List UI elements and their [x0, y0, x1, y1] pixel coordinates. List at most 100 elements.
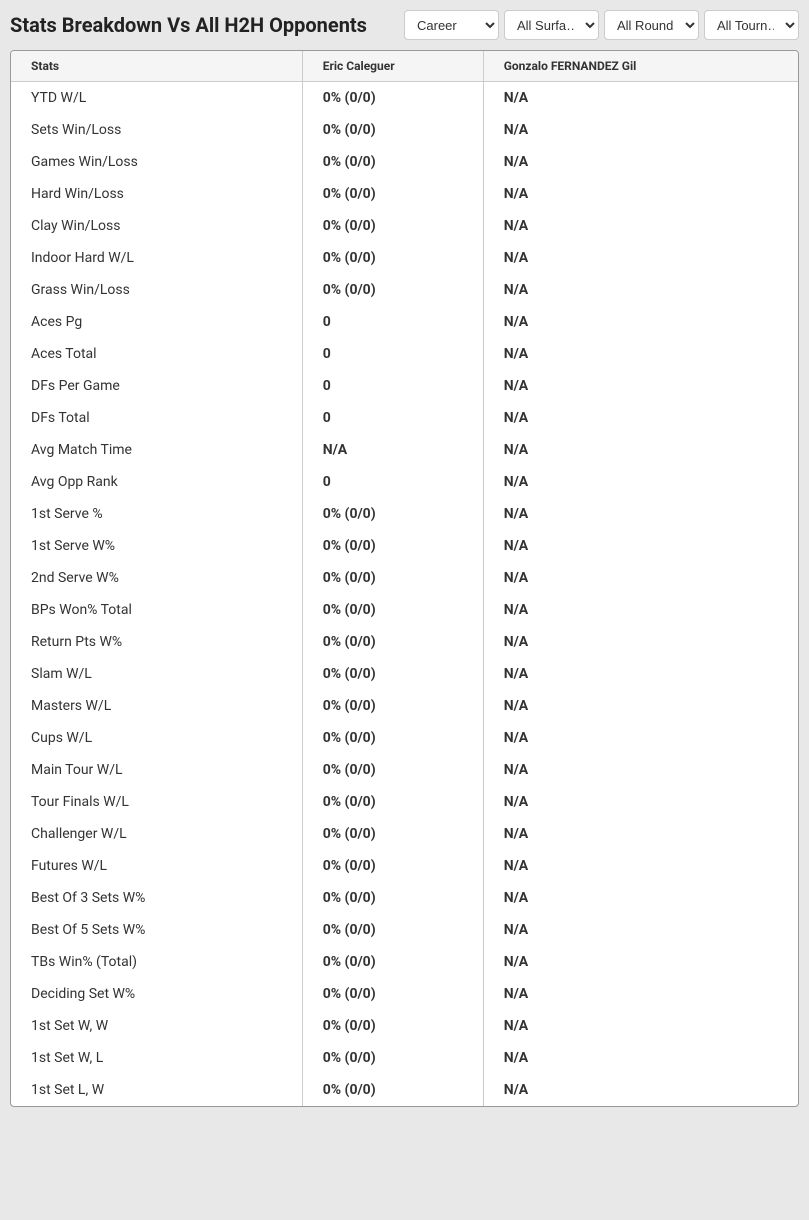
player1-value: 0% (0/0) — [302, 914, 483, 946]
stat-label: Challenger W/L — [11, 818, 302, 850]
player2-value: N/A — [483, 882, 798, 914]
table-row: Return Pts W%0% (0/0)N/A — [11, 626, 798, 658]
stat-label: Cups W/L — [11, 722, 302, 754]
stat-label: Masters W/L — [11, 690, 302, 722]
table-row: Sets Win/Loss0% (0/0)N/A — [11, 114, 798, 146]
player2-value: N/A — [483, 978, 798, 1010]
player2-value: N/A — [483, 658, 798, 690]
player1-value: 0 — [302, 466, 483, 498]
table-row: Futures W/L0% (0/0)N/A — [11, 850, 798, 882]
player1-value: 0% (0/0) — [302, 210, 483, 242]
surface-select[interactable]: All Surfa… — [504, 10, 599, 40]
player1-value: 0% (0/0) — [302, 114, 483, 146]
stat-label: Best Of 3 Sets W% — [11, 882, 302, 914]
player1-value: 0% (0/0) — [302, 690, 483, 722]
stat-label: BPs Won% Total — [11, 594, 302, 626]
player2-value: N/A — [483, 1042, 798, 1074]
player1-value: 0% (0/0) — [302, 530, 483, 562]
player1-value: 0% (0/0) — [302, 754, 483, 786]
player1-value: 0% (0/0) — [302, 722, 483, 754]
player1-value: 0 — [302, 370, 483, 402]
player2-value: N/A — [483, 690, 798, 722]
player1-value: 0% (0/0) — [302, 1074, 483, 1106]
stat-label: DFs Per Game — [11, 370, 302, 402]
table-row: Main Tour W/L0% (0/0)N/A — [11, 754, 798, 786]
period-select[interactable]: Career — [404, 10, 499, 40]
table-header-row: Stats Eric Caleguer Gonzalo FERNANDEZ Gi… — [11, 51, 798, 82]
table-row: Slam W/L0% (0/0)N/A — [11, 658, 798, 690]
stat-label: Avg Match Time — [11, 434, 302, 466]
player2-value: N/A — [483, 498, 798, 530]
stat-label: 1st Set W, L — [11, 1042, 302, 1074]
player1-value: N/A — [302, 434, 483, 466]
rounds-select[interactable]: All Rounds — [604, 10, 699, 40]
player1-value: 0% (0/0) — [302, 242, 483, 274]
player2-value: N/A — [483, 850, 798, 882]
column-header-stats: Stats — [11, 51, 302, 82]
player2-value: N/A — [483, 210, 798, 242]
table-row: Hard Win/Loss0% (0/0)N/A — [11, 178, 798, 210]
player2-value: N/A — [483, 626, 798, 658]
filter-group: Career All Surfa… All Rounds All Tourn… — [404, 10, 799, 40]
stat-label: Hard Win/Loss — [11, 178, 302, 210]
stat-label: Return Pts W% — [11, 626, 302, 658]
player2-value: N/A — [483, 82, 798, 115]
player2-value: N/A — [483, 242, 798, 274]
player2-value: N/A — [483, 306, 798, 338]
table-row: Aces Total0N/A — [11, 338, 798, 370]
table-row: Avg Match TimeN/AN/A — [11, 434, 798, 466]
stat-label: 2nd Serve W% — [11, 562, 302, 594]
stat-label: Clay Win/Loss — [11, 210, 302, 242]
table-row: 1st Serve %0% (0/0)N/A — [11, 498, 798, 530]
table-row: DFs Per Game0N/A — [11, 370, 798, 402]
player1-value: 0 — [302, 402, 483, 434]
stat-label: YTD W/L — [11, 82, 302, 115]
player1-value: 0% (0/0) — [302, 82, 483, 115]
table-row: Tour Finals W/L0% (0/0)N/A — [11, 786, 798, 818]
stat-label: TBs Win% (Total) — [11, 946, 302, 978]
player2-value: N/A — [483, 594, 798, 626]
player1-value: 0% (0/0) — [302, 658, 483, 690]
player2-value: N/A — [483, 722, 798, 754]
player1-value: 0 — [302, 338, 483, 370]
table-row: Games Win/Loss0% (0/0)N/A — [11, 146, 798, 178]
page-header: Stats Breakdown Vs All H2H Opponents Car… — [10, 10, 799, 40]
player1-value: 0% (0/0) — [302, 882, 483, 914]
table-row: Cups W/L0% (0/0)N/A — [11, 722, 798, 754]
column-header-player2: Gonzalo FERNANDEZ Gil — [483, 51, 798, 82]
table-row: Clay Win/Loss0% (0/0)N/A — [11, 210, 798, 242]
player2-value: N/A — [483, 786, 798, 818]
player1-value: 0% (0/0) — [302, 178, 483, 210]
player1-value: 0% (0/0) — [302, 626, 483, 658]
table-row: 1st Set W, L0% (0/0)N/A — [11, 1042, 798, 1074]
player1-value: 0 — [302, 306, 483, 338]
player2-value: N/A — [483, 946, 798, 978]
player2-value: N/A — [483, 434, 798, 466]
player2-value: N/A — [483, 914, 798, 946]
table-row: Best Of 5 Sets W%0% (0/0)N/A — [11, 914, 798, 946]
player1-value: 0% (0/0) — [302, 498, 483, 530]
page-title: Stats Breakdown Vs All H2H Opponents — [10, 13, 367, 37]
tournaments-select[interactable]: All Tourn… — [704, 10, 799, 40]
stat-label: Indoor Hard W/L — [11, 242, 302, 274]
stat-label: Aces Pg — [11, 306, 302, 338]
stat-label: Tour Finals W/L — [11, 786, 302, 818]
player2-value: N/A — [483, 818, 798, 850]
stat-label: Sets Win/Loss — [11, 114, 302, 146]
player1-value: 0% (0/0) — [302, 978, 483, 1010]
table-row: Avg Opp Rank0N/A — [11, 466, 798, 498]
stat-label: 1st Set L, W — [11, 1074, 302, 1106]
stat-label: Grass Win/Loss — [11, 274, 302, 306]
player1-value: 0% (0/0) — [302, 818, 483, 850]
player1-value: 0% (0/0) — [302, 946, 483, 978]
stat-label: Slam W/L — [11, 658, 302, 690]
table-row: 1st Serve W%0% (0/0)N/A — [11, 530, 798, 562]
player1-value: 0% (0/0) — [302, 146, 483, 178]
stat-label: Games Win/Loss — [11, 146, 302, 178]
player1-value: 0% (0/0) — [302, 562, 483, 594]
table-row: Best Of 3 Sets W%0% (0/0)N/A — [11, 882, 798, 914]
stats-table-container: Stats Eric Caleguer Gonzalo FERNANDEZ Gi… — [10, 50, 799, 1107]
table-row: BPs Won% Total0% (0/0)N/A — [11, 594, 798, 626]
player2-value: N/A — [483, 402, 798, 434]
stat-label: Deciding Set W% — [11, 978, 302, 1010]
